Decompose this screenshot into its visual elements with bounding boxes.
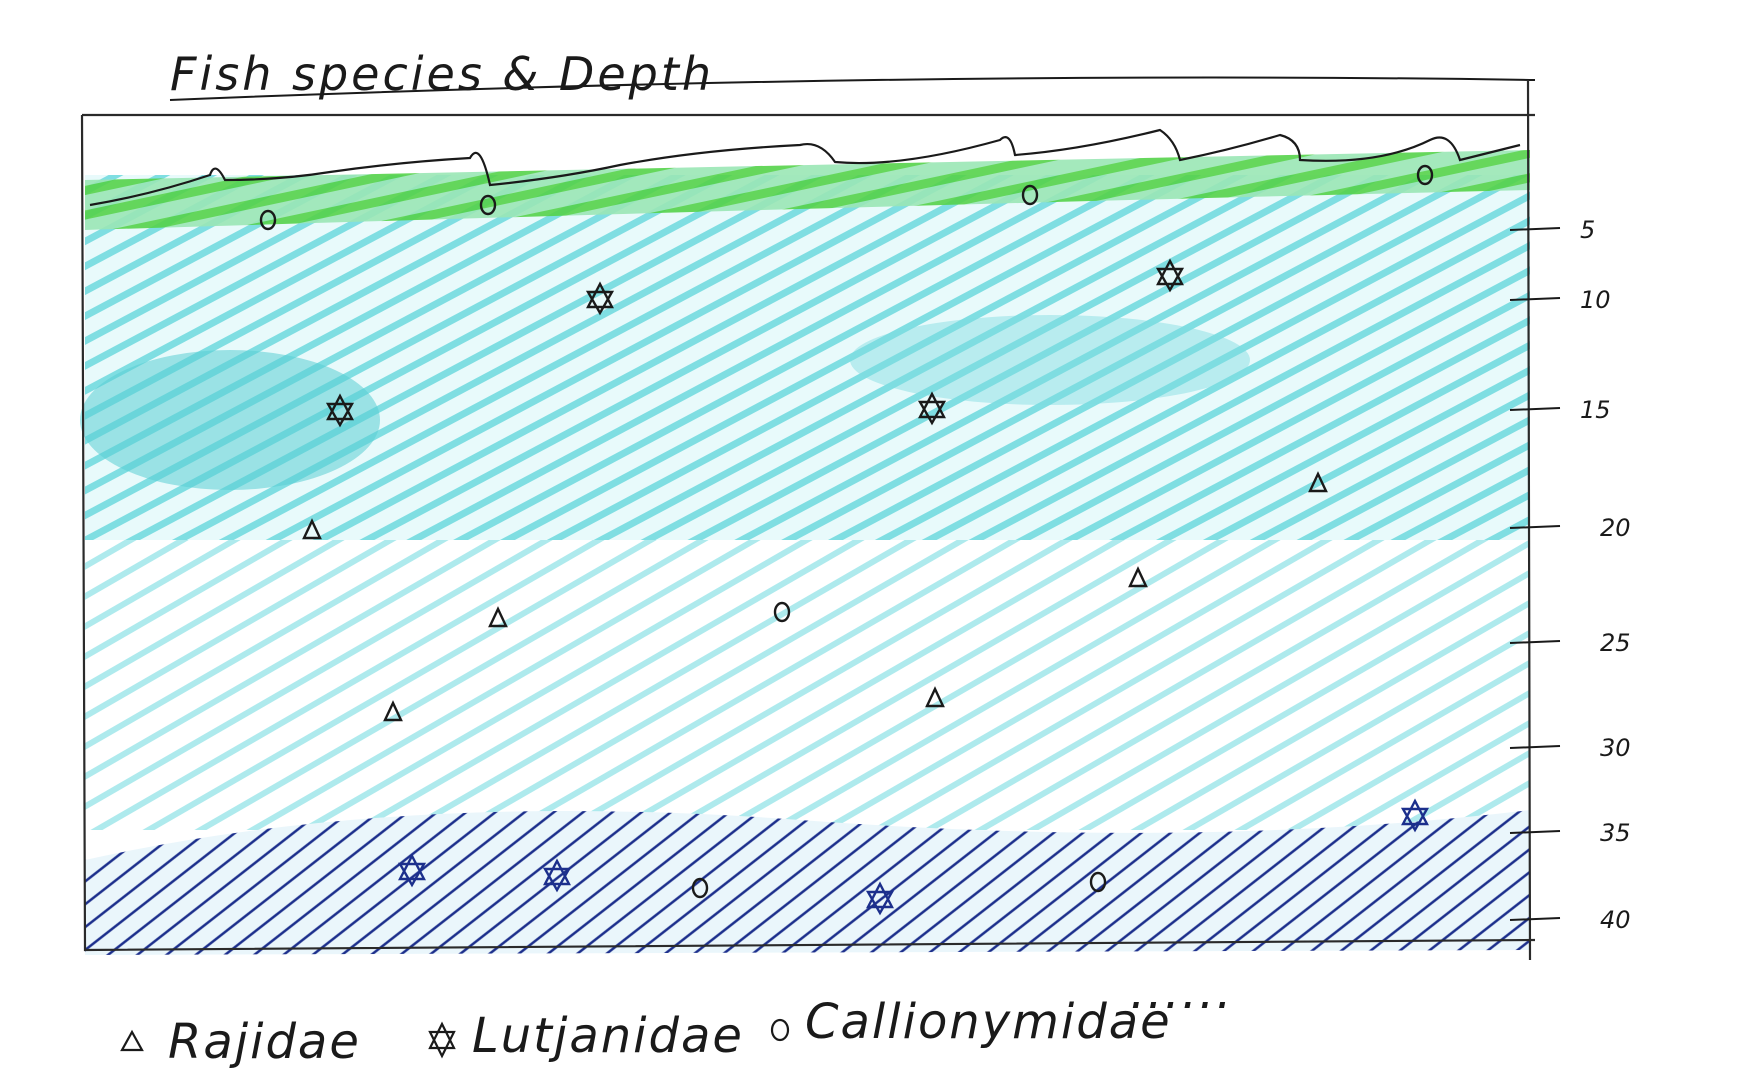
dense-water-patch [80, 350, 380, 490]
circle-marker-icon [770, 1018, 790, 1042]
depth-tick-mark [1509, 917, 1561, 921]
triangle-marker-icon [120, 1029, 144, 1052]
circle-fish-marker [479, 194, 497, 216]
depth-tick-mark [1509, 640, 1561, 644]
depth-tick-label: 20 [1600, 514, 1631, 542]
depth-axis: 5 10 15 20 25 30 35 40 [1509, 216, 1631, 934]
surface-zone [85, 150, 1530, 230]
depth-tick-label: 25 [1600, 629, 1631, 657]
legend-item-lutjanidae: Lutjanidae [428, 1008, 744, 1064]
depth-tick-mark [1509, 745, 1561, 749]
depth-tick-mark [1509, 525, 1561, 529]
title-underline [169, 76, 1536, 101]
chart-title: Fish species & Depth [170, 47, 714, 101]
legend: Rajidae Lutjanidae Callionymidae ...... [120, 964, 1234, 1070]
star-fish-marker [397, 853, 427, 888]
circle-fish-marker [1089, 871, 1107, 893]
depth-tick-mark [1509, 227, 1561, 231]
circle-fish-marker [773, 601, 791, 623]
plot-frame [80, 79, 1536, 961]
legend-item-rajidae: Rajidae [120, 1014, 361, 1070]
depth-tick-label: 35 [1600, 819, 1631, 847]
depth-tick-label: 15 [1580, 396, 1611, 424]
star-fish-marker [1155, 258, 1185, 293]
triangle-fish-marker [1308, 471, 1328, 493]
triangle-fish-marker [383, 700, 403, 722]
depth-tick-label: 30 [1600, 734, 1631, 762]
star-fish-marker [917, 391, 947, 426]
legend-label-lutjanidae: Lutjanidae [472, 1008, 744, 1064]
triangle-fish-marker [925, 686, 945, 708]
depth-tick-mark [1509, 407, 1561, 411]
legend-item-callionymidae: Callionymidae [770, 994, 1172, 1050]
star-fish-marker [542, 858, 572, 893]
upper-water-zone [85, 175, 1530, 555]
circle-fish-marker [259, 209, 277, 231]
circle-fish-marker [1416, 164, 1434, 186]
circle-fish-marker [691, 877, 709, 899]
circle-fish-marker [1021, 184, 1039, 206]
star-marker-icon [428, 1021, 456, 1059]
seabed-zone [85, 810, 1530, 955]
star-fish-marker [325, 393, 355, 428]
surface-waves [89, 128, 1521, 207]
depth-tick-mark [1509, 297, 1561, 301]
depth-tick-mark [1509, 830, 1561, 834]
water-patch [850, 315, 1250, 405]
fish-markers [259, 164, 1434, 916]
triangle-fish-marker [488, 606, 508, 628]
depth-tick-label: 5 [1580, 216, 1595, 244]
legend-label-rajidae: Rajidae [168, 1014, 361, 1070]
water-body [80, 150, 1530, 955]
lower-water-zone [85, 540, 1530, 830]
legend-continuation: ...... [1130, 964, 1234, 1020]
depth-tick-label: 40 [1600, 906, 1631, 934]
depth-tick-label: 10 [1580, 286, 1611, 314]
legend-label-callionymidae: Callionymidae [805, 994, 1172, 1050]
star-fish-marker [865, 881, 895, 916]
triangle-fish-marker [1128, 566, 1148, 588]
triangle-fish-marker [302, 518, 322, 540]
star-fish-marker [585, 281, 615, 316]
star-fish-marker [1400, 798, 1430, 833]
